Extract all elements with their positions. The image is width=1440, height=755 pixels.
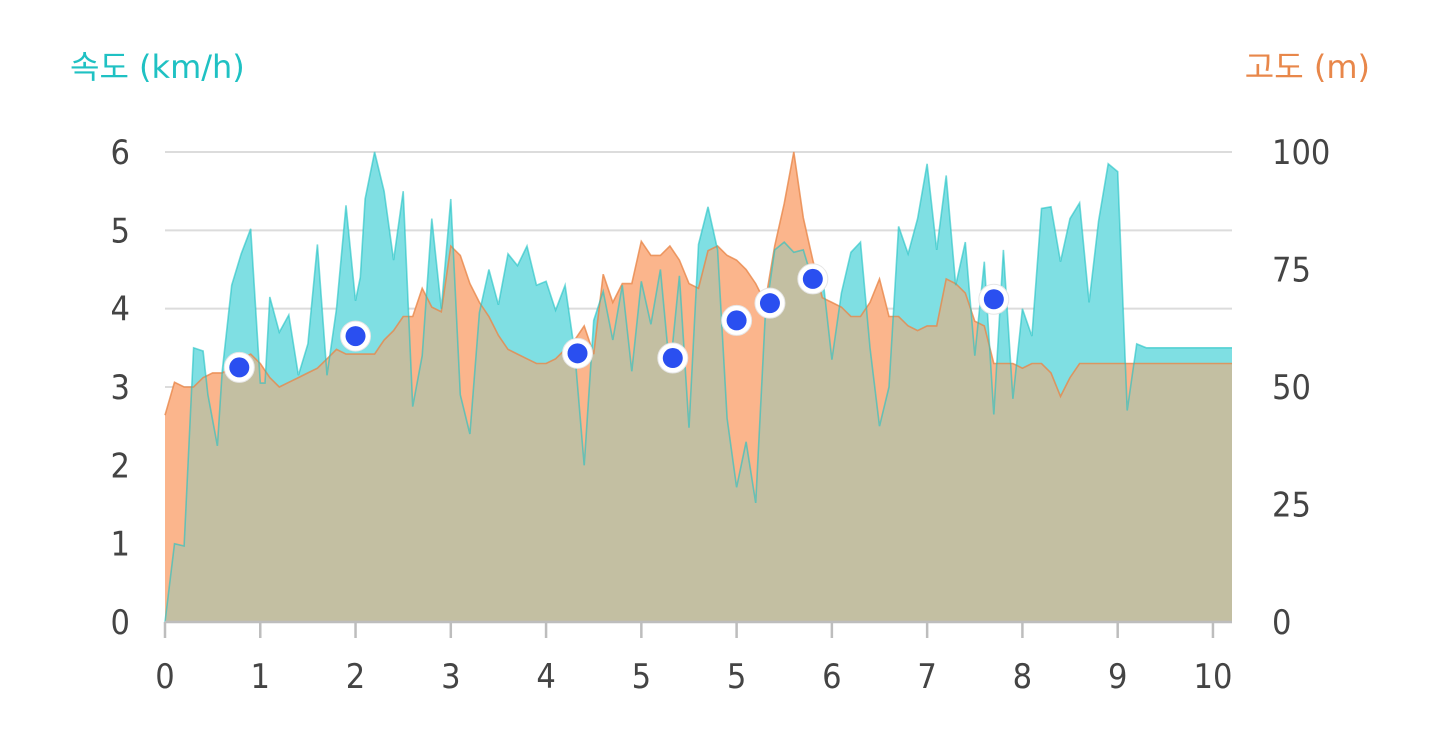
x-tick-label: 8 xyxy=(1013,657,1032,697)
x-tick-label: 10 xyxy=(1193,657,1232,697)
y-left-tick-label: 1 xyxy=(111,525,130,565)
right-axis-title: 고도 (m) xyxy=(1245,48,1370,86)
marker-dot xyxy=(567,343,588,364)
marker-dot xyxy=(759,293,780,314)
x-tick-label: 0 xyxy=(155,657,174,697)
y-left-tick-label: 6 xyxy=(111,133,130,173)
y-left-tick-label: 3 xyxy=(111,368,130,408)
y-right-tick-label: 100 xyxy=(1272,133,1330,173)
y-left-tick-label: 0 xyxy=(111,603,130,643)
x-tick-label: 6 xyxy=(822,657,841,697)
marker-dot xyxy=(662,348,683,369)
x-tick-label: 3 xyxy=(441,657,460,697)
x-tick-label: 5 xyxy=(727,657,746,697)
x-tick-label: 7 xyxy=(917,657,936,697)
marker-dot xyxy=(802,268,823,289)
data-markers xyxy=(223,263,1010,383)
left-axis-title: 속도 (km/h) xyxy=(70,48,245,86)
y-right-tick-label: 50 xyxy=(1272,368,1311,408)
y-right-tick-label: 0 xyxy=(1272,603,1291,643)
y-left-tick-label: 4 xyxy=(111,290,130,330)
y-right-tick-label: 25 xyxy=(1272,486,1311,526)
altitude-line xyxy=(164,151,1232,416)
marker-dot xyxy=(726,310,747,331)
y-right-tick-label: 75 xyxy=(1272,251,1311,291)
series-areas xyxy=(164,151,1232,623)
x-tick-label: 2 xyxy=(346,657,365,697)
y-left-tick-label: 5 xyxy=(111,211,130,251)
x-tick-label: 1 xyxy=(251,657,270,697)
x-tick-label: 5 xyxy=(632,657,651,697)
x-tick-label: 4 xyxy=(536,657,555,697)
y-left-tick-label: 2 xyxy=(111,446,130,486)
axes: 0 1 2 3 4 5 6 0 25 50 75 100 0 1 2 3 4 5 5 6 7 8 9 10 xyxy=(111,133,1331,697)
marker-dot xyxy=(983,289,1004,310)
marker-dot xyxy=(345,326,366,347)
marker-dot xyxy=(229,357,250,378)
x-tick-label: 9 xyxy=(1108,657,1127,697)
